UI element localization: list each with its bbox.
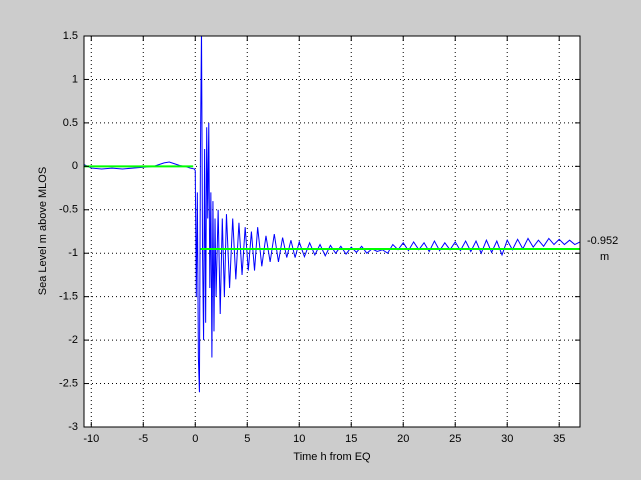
y-tick-label: 0	[72, 160, 78, 172]
x-tick-label: 10	[293, 433, 305, 445]
y-tick-label: -2	[68, 334, 78, 346]
data-line	[84, 165, 580, 251]
x-tick-label: 5	[244, 433, 250, 445]
y-tick-label: 1	[72, 73, 78, 85]
x-tick-label: 35	[553, 433, 565, 445]
plot-area	[84, 36, 580, 427]
y-tick-label: -2.5	[59, 377, 78, 389]
y-tick-label: 1.5	[63, 30, 78, 42]
axes-box	[83, 35, 581, 428]
y-axis-label: Sea Level m above MLOS	[37, 167, 49, 295]
annotation-unit: m	[600, 251, 609, 263]
data-line	[84, 36, 580, 393]
x-tick-label: -10	[83, 433, 99, 445]
x-axis-label: Time h from EQ	[293, 451, 371, 463]
y-tick-label: -1	[68, 247, 78, 259]
y-tick-label: -1.5	[59, 291, 78, 303]
x-tick-label: -5	[138, 433, 148, 445]
y-tick-label: -3	[68, 421, 78, 433]
annotation-value: -0.952	[587, 235, 618, 247]
x-tick-label: 30	[501, 433, 513, 445]
y-tick-label: 0.5	[63, 117, 78, 129]
y-tick-label: -0.5	[59, 204, 78, 216]
x-tick-label: 0	[192, 433, 198, 445]
x-tick-label: 25	[449, 433, 461, 445]
x-tick-label: 15	[345, 433, 357, 445]
x-tick-label: 20	[397, 433, 409, 445]
